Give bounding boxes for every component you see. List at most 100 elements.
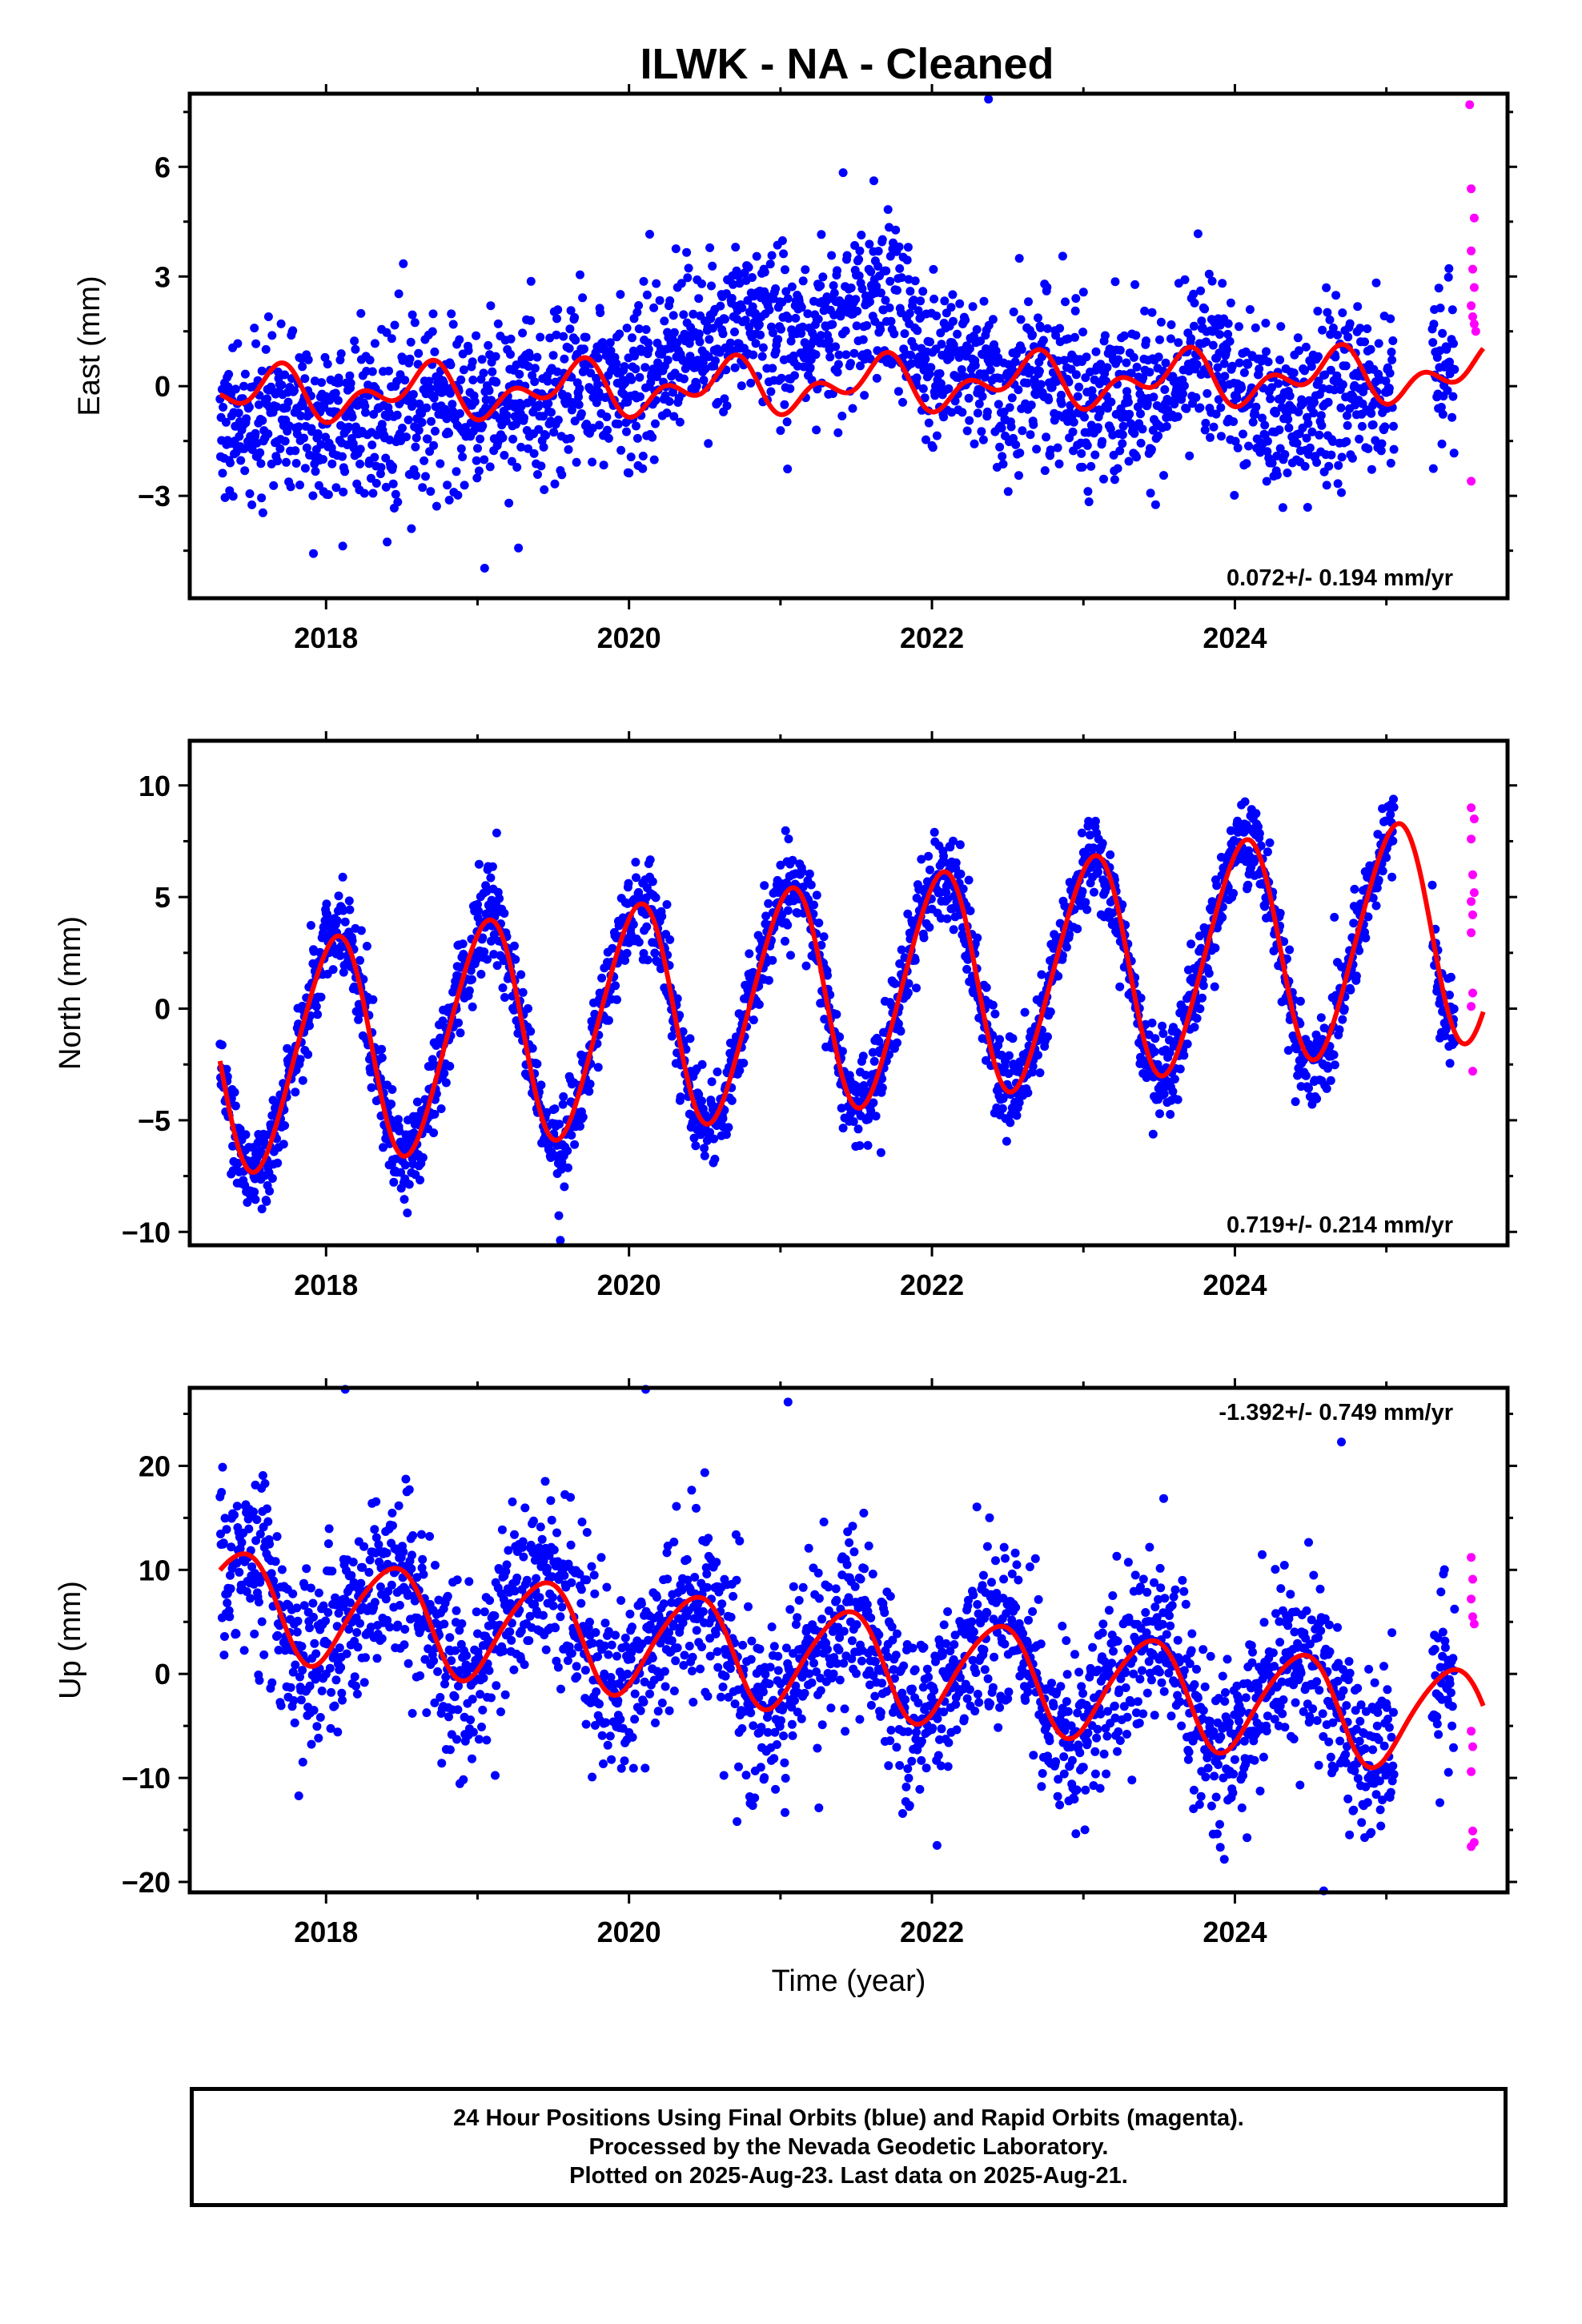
east-final-point: [346, 379, 355, 388]
north-final-point: [555, 1120, 564, 1129]
north-final-point: [897, 945, 906, 955]
east-final-point: [1091, 347, 1101, 356]
north-rapid-point: [1467, 897, 1476, 907]
north-final-point: [322, 899, 331, 909]
east-final-point: [949, 316, 958, 326]
north-final-point: [478, 933, 488, 943]
east-final-point: [1260, 420, 1270, 430]
east-final-point: [1447, 305, 1457, 315]
east-final-point: [317, 378, 327, 388]
east-final-point: [1071, 294, 1081, 304]
east-final-point: [1026, 365, 1036, 375]
north-final-point: [241, 1130, 251, 1140]
east-final-point: [846, 359, 855, 368]
north-final-point: [1389, 802, 1399, 812]
east-final-point: [1057, 390, 1066, 400]
east-final-point: [817, 230, 826, 239]
up-final-point: [226, 1584, 235, 1594]
east-rapid-point: [1465, 100, 1475, 110]
east-final-point: [1160, 385, 1170, 394]
east-final-point: [779, 249, 789, 259]
east-final-point: [392, 410, 402, 420]
east-final-point: [239, 381, 248, 391]
east-final-point: [1080, 412, 1089, 422]
up-final-point: [220, 1632, 229, 1641]
east-final-point: [829, 281, 838, 291]
east-final-point: [1280, 450, 1290, 459]
east-final-point: [520, 413, 528, 423]
east-final-point: [1132, 362, 1142, 372]
north-final-point: [662, 900, 672, 909]
north-final-point: [988, 1000, 998, 1010]
east-final-point: [1276, 322, 1286, 332]
north-final-point: [1043, 1032, 1052, 1042]
north-final-point: [966, 906, 975, 915]
east-final-point: [1235, 322, 1243, 332]
east-final-point: [355, 459, 364, 468]
north-x-tick-label: 2022: [900, 1269, 964, 1301]
east-final-point: [588, 424, 597, 433]
east-final-point: [929, 264, 938, 274]
east-final-point: [1223, 329, 1233, 339]
north-final-point: [1445, 1059, 1455, 1068]
north-final-point: [805, 869, 814, 879]
north-final-point: [876, 1148, 885, 1157]
east-final-point: [370, 452, 379, 462]
east-final-point: [998, 460, 1008, 468]
east-final-point: [381, 482, 391, 492]
east-final-point: [873, 346, 882, 356]
east-final-point: [725, 338, 735, 348]
east-final-point: [928, 443, 938, 452]
east-final-point: [1140, 306, 1150, 316]
east-final-point: [961, 316, 970, 325]
east-final-point: [995, 374, 1005, 383]
east-final-point: [773, 335, 783, 344]
east-final-point: [831, 342, 841, 352]
east-final-point: [1115, 345, 1125, 355]
north-final-point: [1330, 912, 1339, 922]
east-final-point: [1070, 306, 1080, 316]
north-final-point: [1148, 1129, 1158, 1139]
east-final-point: [269, 480, 279, 490]
north-final-point: [576, 1121, 584, 1131]
east-final-point: [599, 460, 608, 470]
east-final-point: [1341, 361, 1351, 371]
north-final-point: [806, 880, 816, 890]
east-final-point: [413, 360, 423, 369]
east-final-point: [746, 378, 756, 388]
north-final-point: [632, 873, 640, 883]
north-final-point: [919, 933, 929, 943]
east-final-point: [1211, 409, 1221, 419]
east-final-point: [1201, 418, 1211, 428]
east-final-point: [1146, 444, 1156, 454]
north-final-point: [267, 1174, 277, 1183]
east-final-point: [426, 487, 436, 497]
east-final-point: [731, 243, 741, 252]
east-x-tick-label: 2020: [597, 621, 661, 654]
east-final-point: [1314, 352, 1323, 361]
east-final-point: [1327, 450, 1336, 460]
up-final-point: [235, 1567, 244, 1577]
east-final-point: [1219, 359, 1229, 368]
east-final-point: [323, 360, 332, 369]
east-final-point: [829, 288, 839, 298]
east-final-point: [1174, 338, 1183, 348]
east-final-point: [1429, 320, 1439, 329]
east-final-point: [456, 444, 466, 453]
east-final-point: [978, 392, 987, 401]
east-final-point: [1215, 330, 1224, 340]
north-final-point: [458, 939, 468, 949]
east-final-point: [665, 396, 674, 406]
north-final-point: [492, 961, 502, 971]
north-final-point: [280, 1121, 290, 1130]
east-final-point: [393, 497, 403, 507]
north-final-point: [313, 1010, 323, 1019]
east-final-point: [1267, 458, 1277, 468]
north-final-orbit-points: [215, 794, 1460, 1245]
east-final-point: [412, 433, 421, 443]
north-final-point: [354, 1015, 363, 1024]
east-final-point: [705, 243, 715, 252]
east-final-point: [916, 296, 926, 306]
east-final-point: [1243, 360, 1253, 369]
